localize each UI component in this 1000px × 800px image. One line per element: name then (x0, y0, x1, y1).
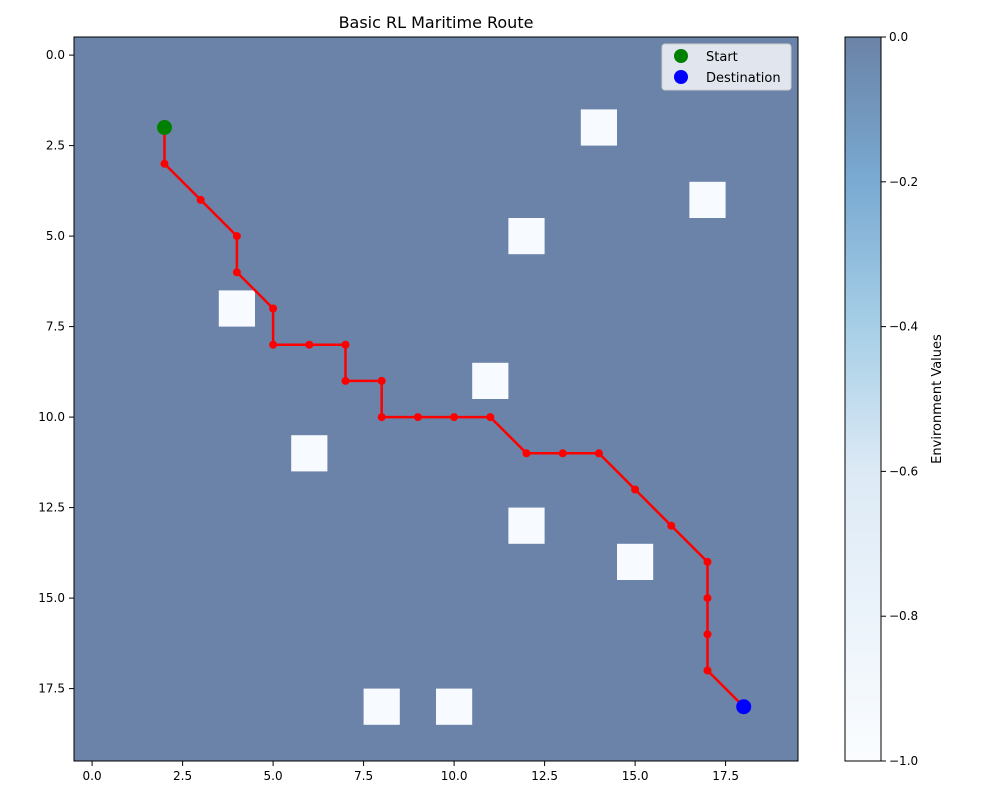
route-point (558, 449, 567, 458)
legend-start-label: Start (706, 50, 738, 65)
colorbar-ticks: 0.0 −0.2 −0.4 −0.6 −0.8 −1.0 (881, 30, 918, 768)
route-point (486, 413, 495, 422)
route-point (413, 413, 422, 422)
colorbar-tick-label: 0.0 (889, 30, 908, 44)
colorbar-gradient (845, 37, 881, 761)
x-tick-label: 2.5 (173, 769, 192, 783)
route-point (377, 376, 386, 385)
y-tick-label: 2.5 (46, 139, 65, 153)
route-point (703, 666, 712, 675)
legend-box (661, 43, 792, 91)
obstacle-cell (617, 543, 654, 580)
x-tick-label: 17.5 (712, 769, 739, 783)
legend-start-marker (674, 49, 688, 63)
obstacle-cell (472, 362, 509, 399)
route-markers (157, 120, 752, 715)
route-point (269, 340, 278, 349)
y-axis: 0.0 2.5 5.0 7.5 10.0 12.5 15.0 17.5 (38, 48, 74, 696)
colorbar: 0.0 −0.2 −0.4 −0.6 −0.8 −1.0 Environment Valu… (844, 30, 945, 768)
y-tick-label: 5.0 (46, 229, 65, 243)
route-point (703, 630, 712, 639)
route-point (703, 557, 712, 566)
x-tick-label: 0.0 (83, 769, 102, 783)
y-tick-label: 12.5 (38, 501, 65, 515)
y-tick-label: 17.5 (38, 682, 65, 696)
y-tick-label: 10.0 (38, 410, 65, 424)
x-tick-label: 10.0 (441, 769, 468, 783)
route-point (594, 449, 603, 458)
chart-title: Basic RL Maritime Route (339, 13, 534, 32)
colorbar-tick-label: −0.4 (889, 320, 918, 334)
destination-marker (736, 699, 752, 715)
obstacle-cell (363, 688, 400, 725)
colorbar-tick-label: −0.6 (889, 464, 918, 478)
obstacle-cell (689, 181, 726, 218)
route-point (377, 413, 386, 422)
y-tick-label: 7.5 (46, 320, 65, 334)
start-marker (157, 120, 172, 135)
legend-destination-marker (674, 70, 688, 84)
colorbar-tick-label: −1.0 (889, 754, 918, 768)
route-point (341, 376, 350, 385)
route (160, 123, 748, 711)
route-point (703, 594, 712, 603)
route-point (667, 521, 676, 530)
legend: Start Destination (661, 43, 792, 91)
obstacles (218, 109, 726, 725)
route-point (232, 268, 241, 277)
x-tick-label: 15.0 (622, 769, 649, 783)
obstacle-cell (508, 507, 545, 544)
route-point (450, 413, 459, 422)
y-tick-label: 15.0 (38, 591, 65, 605)
obstacle-cell (218, 290, 255, 327)
legend-destination-label: Destination (706, 71, 781, 86)
route-point (232, 232, 241, 241)
heatmap-plot (73, 36, 799, 762)
route-point (522, 449, 531, 458)
x-tick-label: 5.0 (264, 769, 283, 783)
route-point (269, 304, 278, 313)
route-point (631, 485, 640, 494)
colorbar-label: Environment Values (930, 334, 945, 464)
obstacle-cell (291, 435, 328, 472)
route-point (305, 340, 314, 349)
colorbar-tick-label: −0.8 (889, 609, 918, 623)
colorbar-frame (844, 36, 882, 762)
x-tick-label: 12.5 (531, 769, 558, 783)
obstacle-cell (580, 109, 617, 146)
heatmap-background (74, 37, 798, 761)
plot-frame (73, 36, 799, 762)
x-tick-label: 7.5 (354, 769, 373, 783)
y-tick-label: 0.0 (46, 48, 65, 62)
obstacle-cell (508, 218, 545, 255)
route-point (160, 159, 169, 168)
colorbar-tick-label: −0.2 (889, 175, 918, 189)
route-point (196, 195, 205, 204)
x-axis: 0.0 2.5 5.0 7.5 10.0 12.5 15.0 17.5 (83, 761, 739, 783)
route-point (341, 340, 350, 349)
obstacle-cell (436, 688, 473, 725)
